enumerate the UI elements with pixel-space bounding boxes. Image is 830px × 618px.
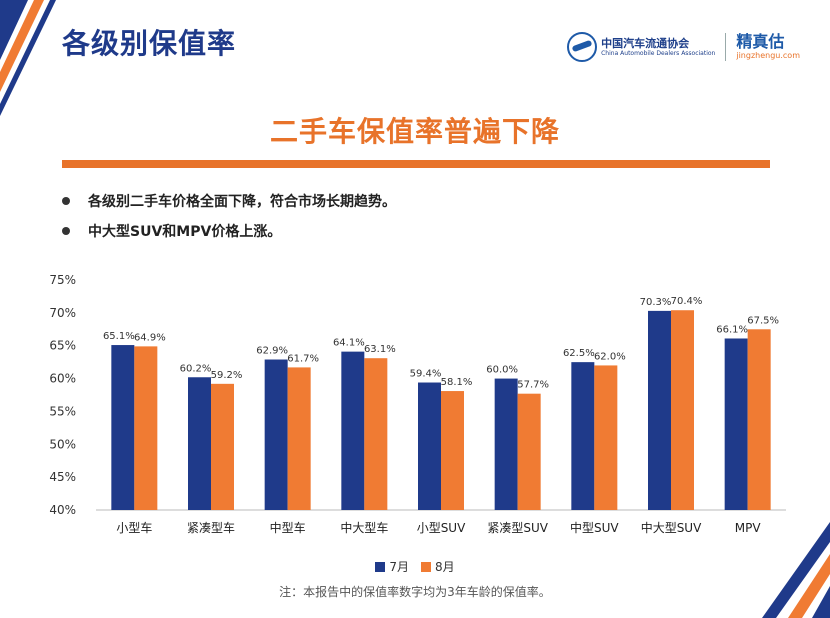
data-label-july: 60.2%	[180, 363, 212, 374]
x-tick-label: 中型SUV	[570, 520, 619, 535]
jingzhengu-logo: 精真估 jingzhengu.com	[736, 33, 800, 61]
bullet-dot	[62, 227, 70, 235]
chart-legend: 7月 8月	[0, 558, 830, 575]
legend-item-july: 7月	[375, 558, 409, 575]
y-tick-label: 70%	[49, 306, 76, 320]
page-title: 各级别保值率	[62, 27, 237, 60]
bullet-text: 中大型SUV和MPV价格上涨。	[88, 224, 282, 240]
jingzhengu-logo-cn: 精真估	[736, 32, 785, 51]
bar-august	[134, 346, 158, 510]
data-label-august: 67.5%	[747, 315, 779, 326]
jingzhengu-logo-en: jingzhengu.com	[736, 51, 800, 60]
bar-july	[494, 378, 518, 510]
x-tick-label: MPV	[735, 521, 762, 535]
headline-underline	[62, 160, 770, 168]
data-label-august: 59.2%	[211, 370, 243, 381]
bar-july	[648, 310, 671, 510]
bullet-item: 中大型SUV和MPV价格上涨。	[62, 216, 396, 246]
corner-decoration-bottom-right	[750, 508, 830, 618]
bar-july	[264, 359, 288, 510]
bar-july	[341, 351, 365, 510]
y-tick-label: 65%	[49, 339, 76, 353]
data-label-july: 60.0%	[486, 365, 518, 376]
x-tick-label: 中大型车	[340, 520, 388, 535]
footnote: 注：本报告中的保值率数字均为3年车龄的保值率。	[279, 585, 551, 599]
data-label-july: 59.4%	[410, 369, 442, 380]
bar-chart: 40% 45% 50% 55% 60% 65% 70% 75% 65.1% 64.9% 小型车 60.…	[49, 273, 786, 535]
data-label-august: 58.1%	[441, 377, 473, 388]
bar-august	[364, 358, 388, 510]
legend-swatch-august	[421, 561, 431, 572]
bar-july	[111, 345, 135, 510]
bar-august	[594, 365, 618, 510]
y-tick-label: 55%	[49, 404, 76, 418]
bar-august	[747, 329, 771, 510]
data-label-july: 70.3%	[640, 297, 672, 308]
y-tick-label: 40%	[49, 503, 76, 517]
x-tick-label: 紧凑型车	[187, 520, 235, 535]
bullet-dot	[62, 197, 70, 205]
bullet-text: 各级别二手车价格全面下降，符合市场长期趋势。	[88, 194, 396, 210]
x-tick-label: 小型SUV	[417, 521, 466, 535]
x-tick-label: 中型车	[270, 520, 306, 535]
data-label-august: 63.1%	[364, 344, 396, 355]
bar-july	[188, 377, 211, 510]
corner-stripes-tl	[0, 0, 56, 116]
corner-stripes-br	[762, 522, 830, 618]
data-label-august: 57.7%	[517, 380, 549, 391]
logo-group: 中国汽车流通协会 China Automobile Dealers Associ…	[567, 30, 800, 64]
y-tick-label: 75%	[49, 273, 76, 287]
data-label-july: 64.1%	[333, 338, 365, 349]
headline: 二手车保值率普遍下降	[269, 115, 560, 148]
data-label-july: 65.1%	[103, 331, 135, 342]
y-tick-label: 45%	[49, 470, 76, 484]
data-label-july: 66.1%	[716, 324, 748, 335]
bar-august	[441, 391, 464, 510]
legend-label-august: 8月	[435, 560, 455, 574]
legend-item-august: 8月	[421, 558, 455, 575]
x-tick-label: 小型车	[116, 520, 152, 535]
legend-label-july: 7月	[389, 560, 409, 574]
data-label-august: 70.4%	[671, 296, 703, 307]
bar-august	[287, 367, 311, 510]
bar-august	[211, 383, 234, 510]
data-label-august: 62.0%	[594, 351, 626, 362]
bar-july	[571, 362, 595, 510]
cada-logo-en: China Automobile Dealers Association	[601, 49, 716, 57]
data-label-july: 62.9%	[256, 346, 288, 357]
x-tick-label: 紧凑型SUV	[487, 521, 548, 535]
data-label-august: 64.9%	[134, 332, 166, 343]
cada-logo-text: 中国汽车流通协会 China Automobile Dealers Associ…	[601, 37, 715, 58]
data-label-july: 62.5%	[563, 348, 595, 359]
cada-logo-icon	[567, 32, 598, 62]
legend-swatch-july	[375, 561, 386, 572]
bar-august	[671, 310, 694, 510]
bullet-list: 各级别二手车价格全面下降，符合市场长期趋势。 中大型SUV和MPV价格上涨。	[62, 186, 396, 246]
corner-decoration-top-left	[0, 0, 60, 120]
y-tick-label: 50%	[49, 437, 76, 451]
logo-separator	[725, 33, 727, 61]
bullet-item: 各级别二手车价格全面下降，符合市场长期趋势。	[62, 186, 396, 216]
data-label-august: 61.7%	[287, 353, 319, 364]
y-tick-label: 60%	[49, 372, 76, 386]
x-tick-label: 中大型SUV	[641, 520, 702, 535]
bar-july	[418, 382, 441, 510]
bar-august	[517, 393, 541, 510]
cada-logo-cn: 中国汽车流通协会	[601, 36, 690, 50]
bar-july	[724, 338, 748, 510]
